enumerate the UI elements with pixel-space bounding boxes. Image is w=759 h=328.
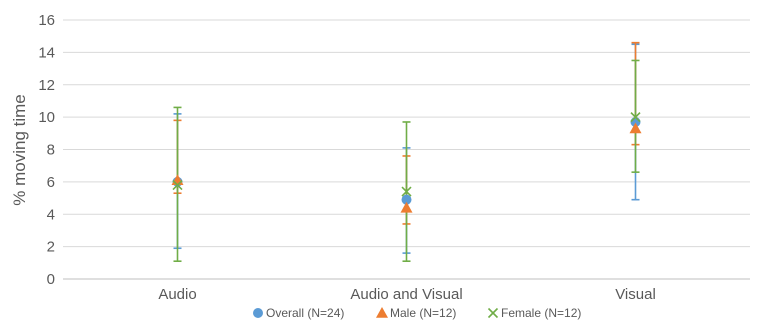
error-bars bbox=[173, 41, 640, 262]
legend: Overall (N=24) Male (N=12) Female (N=12) bbox=[253, 306, 581, 320]
legend-item: Overall (N=24) bbox=[253, 306, 344, 320]
y-tick-label: 14 bbox=[38, 44, 55, 61]
legend-label: Overall (N=24) bbox=[266, 306, 344, 320]
data-point bbox=[630, 112, 641, 123]
data-point bbox=[401, 194, 412, 205]
marker-stroke bbox=[487, 307, 499, 319]
y-axis-title: % moving time bbox=[10, 94, 29, 205]
marker-stroke bbox=[401, 186, 412, 197]
y-tick-label: 6 bbox=[47, 174, 55, 191]
x-axis-ticks: Audio Audio and Visual Visual bbox=[158, 286, 655, 303]
legend-marker bbox=[487, 307, 499, 319]
x-tick-label: Audio and Visual bbox=[350, 286, 462, 303]
marker-stroke bbox=[630, 112, 641, 123]
y-tick-label: 8 bbox=[47, 142, 55, 159]
y-axis-ticks: 0 2 4 6 8 10 12 14 16 bbox=[38, 12, 55, 288]
legend-marker bbox=[253, 308, 263, 318]
marker-stroke bbox=[172, 180, 183, 191]
data-points bbox=[171, 112, 642, 213]
y-tick-label: 0 bbox=[47, 271, 55, 288]
data-point bbox=[172, 180, 183, 191]
y-tick-label: 12 bbox=[38, 77, 55, 94]
x-tick-label: Visual bbox=[615, 286, 656, 303]
y-tick-label: 4 bbox=[47, 206, 55, 223]
y-tick-label: 10 bbox=[38, 109, 55, 126]
legend-item: Male (N=12) bbox=[376, 306, 456, 320]
x-tick-label: Audio bbox=[158, 286, 196, 303]
data-point bbox=[400, 201, 413, 213]
legend-item: Female (N=12) bbox=[487, 306, 581, 320]
y-tick-label: 16 bbox=[38, 12, 55, 29]
data-point bbox=[401, 186, 412, 197]
legend-label: Female (N=12) bbox=[501, 306, 581, 320]
data-point bbox=[629, 122, 642, 134]
y-tick-label: 2 bbox=[47, 239, 55, 256]
legend-marker bbox=[376, 307, 388, 318]
legend-label: Male (N=12) bbox=[390, 306, 456, 320]
